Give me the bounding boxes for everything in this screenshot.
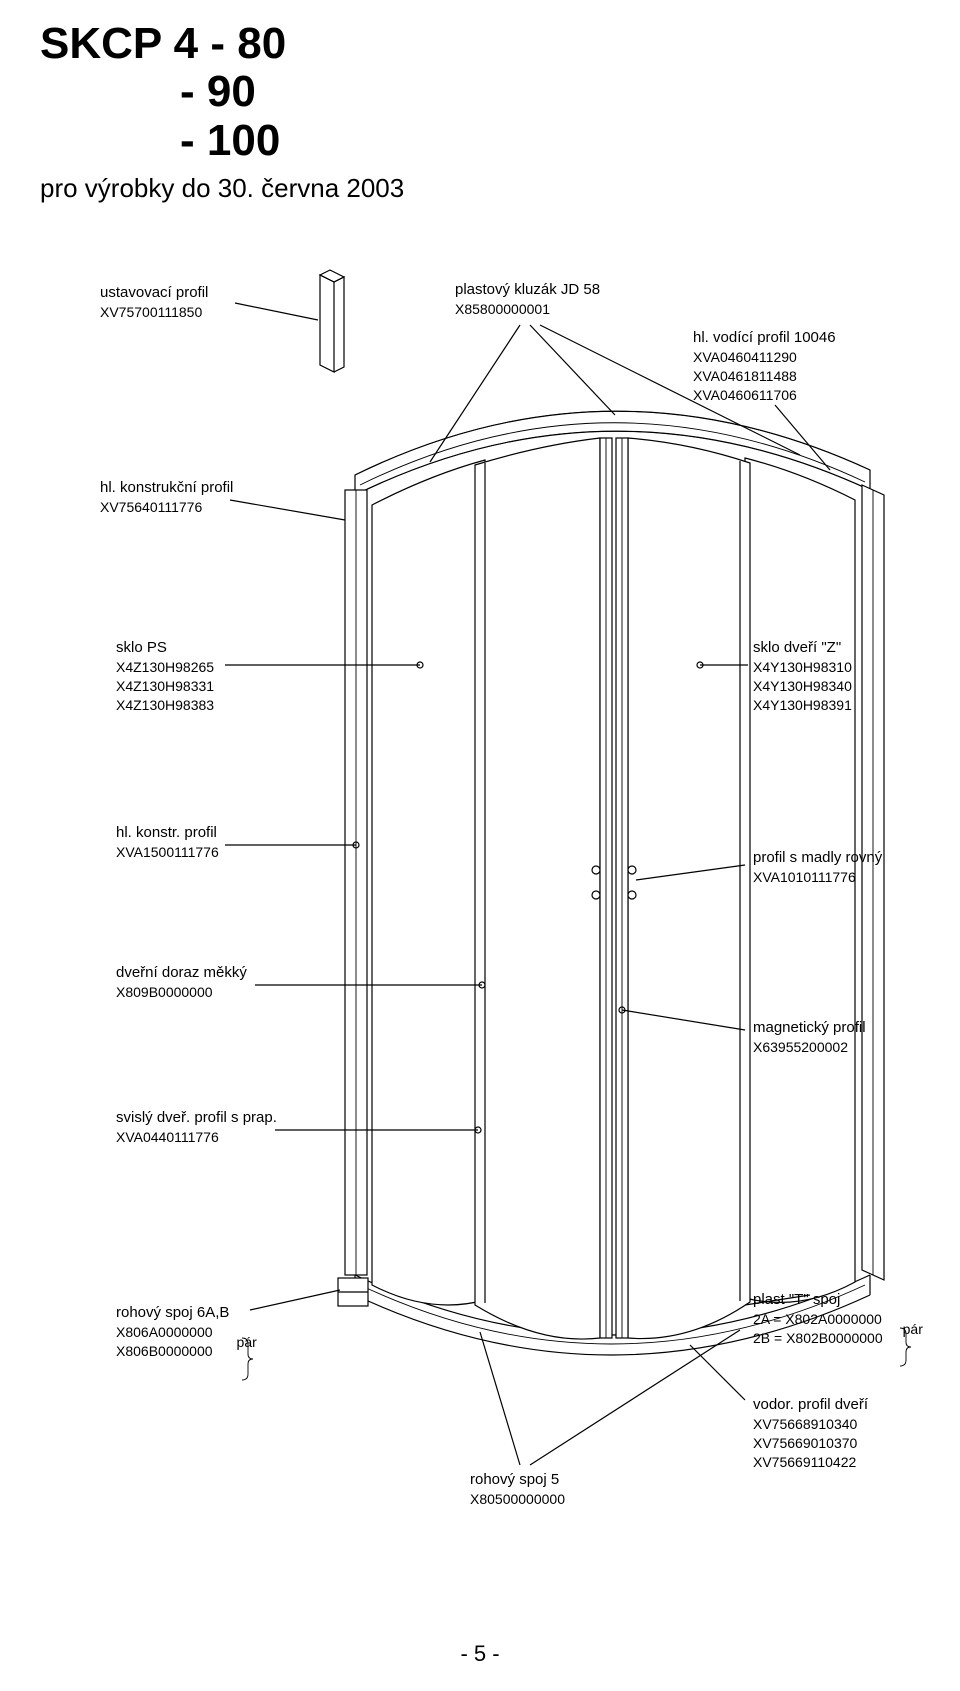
label-sklo-dveri-z: sklo dveří "Z" X4Y130H98310 X4Y130H98340… — [753, 638, 852, 715]
title-line2: - 90 — [180, 68, 404, 116]
label-magneticky: magnetický profil X63955200002 — [753, 1018, 866, 1057]
pair-suffix: pár — [903, 1320, 923, 1339]
label-ustavovaci: ustavovací profil XV75700111850 — [100, 283, 208, 322]
title-line1: SKCP 4 - 80 — [40, 20, 404, 68]
label-svisly-dver: svislý dveř. profil s prap. XVA044011177… — [116, 1108, 277, 1147]
subtitle: pro výrobky do 30. června 2003 — [40, 173, 404, 204]
label-sklo-ps: sklo PS X4Z130H98265 X4Z130H98331 X4Z130… — [116, 638, 214, 715]
title-line3: - 100 — [180, 117, 404, 165]
label-hl-konstr: hl. konstrukční profil XV75640111776 — [100, 478, 233, 517]
label-plast-t: plast "T" spoj 2A = X802A0000000 2B = X8… — [753, 1290, 923, 1348]
label-hl-vodici: hl. vodící profil 10046 XVA0460411290 XV… — [693, 328, 836, 405]
label-plast-kluzak: plastový kluzák JD 58 X85800000001 — [455, 280, 600, 319]
title-block: SKCP 4 - 80 - 90 - 100 pro výrobky do 30… — [40, 20, 404, 204]
label-hl-konstr-profil: hl. konstr. profil XVA1500111776 — [116, 823, 219, 862]
label-rohovy-5: rohový spoj 5 X80500000000 — [470, 1470, 565, 1509]
label-vodor-dveri: vodor. profil dveří XV75668910340 XV7566… — [753, 1395, 868, 1472]
label-rohovy-6ab: rohový spoj 6A,B X806A0000000 X806B00000… — [116, 1303, 257, 1361]
label-dverni-doraz: dveřní doraz měkký X809B0000000 — [116, 963, 247, 1002]
label-profil-madly: profil s madly rovný XVA1010111776 — [753, 848, 882, 887]
pair-suffix: pár — [237, 1333, 257, 1352]
page-number: - 5 - — [0, 1641, 960, 1667]
